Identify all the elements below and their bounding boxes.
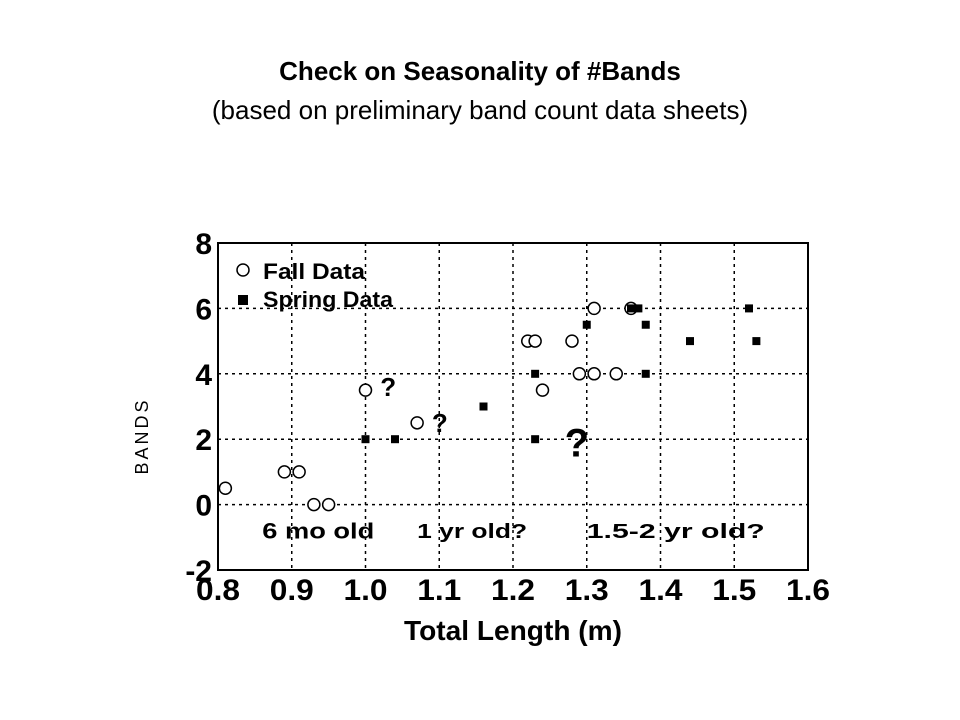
- spring-data-point: [752, 337, 761, 346]
- spring-data-point: [627, 304, 635, 313]
- fall-data-point: [535, 383, 550, 397]
- spring-data-point: [641, 369, 650, 378]
- annotation-label: 1 yr old?: [417, 521, 527, 543]
- spring-data-point: [391, 435, 399, 444]
- annotation-label: ?: [432, 408, 448, 438]
- spring-data-point: [641, 320, 650, 329]
- annotation-label: 6 mo old: [262, 518, 374, 543]
- fall-data-point: [358, 383, 373, 397]
- fall-data-point: [609, 367, 623, 381]
- y-tick-label: 6: [195, 293, 212, 326]
- x-tick-label: 0.8: [196, 574, 240, 607]
- x-tick-label: 1.1: [417, 574, 461, 607]
- y-tick-label: 4: [195, 359, 212, 392]
- annotation-label: ?: [380, 372, 396, 402]
- x-tick-label: 1.2: [491, 574, 535, 607]
- y-tick-label: 2: [195, 424, 212, 457]
- fall-data-point: [307, 497, 321, 512]
- x-tick-label: 1.3: [565, 574, 609, 607]
- fall-data-point: [587, 367, 601, 381]
- x-tick-label: 1.5: [712, 574, 756, 607]
- x-tick-label: 1.6: [786, 574, 830, 607]
- legend-spring-marker: [238, 295, 248, 305]
- spring-data-point: [479, 402, 488, 411]
- spring-data-point: [582, 320, 591, 329]
- spring-data-point: [686, 337, 694, 346]
- x-tick-label: 0.9: [270, 574, 314, 607]
- y-tick-label: -2: [185, 555, 212, 588]
- annotation-label: 1.5-2 yr old?: [587, 521, 765, 543]
- fall-data-point: [572, 367, 587, 381]
- y-tick-label: 0: [195, 490, 212, 523]
- spring-data-point: [531, 369, 540, 378]
- fall-data-point: [321, 497, 336, 512]
- fall-data-point: [528, 334, 542, 348]
- chart-subtitle: (based on preliminary band count data sh…: [211, 95, 749, 125]
- x-tick-label: 1.0: [344, 574, 388, 607]
- y-tick-label: 8: [195, 228, 212, 261]
- fall-data-point: [410, 416, 424, 430]
- spring-data-point: [361, 435, 370, 444]
- legend-fall-label: Fall Data: [263, 259, 366, 284]
- spring-data-point: [745, 304, 753, 313]
- chart-title: Check on Seasonality of #Bands: [279, 56, 681, 86]
- legend-spring-label: Spring Data: [263, 287, 394, 312]
- fall-data-point: [277, 465, 292, 479]
- x-tick-label: 1.4: [639, 574, 683, 607]
- fall-data-point: [292, 465, 306, 479]
- annotation-label: ?: [565, 421, 589, 465]
- y-axis-label: BANDS: [132, 397, 152, 474]
- fall-data-point: [587, 301, 601, 316]
- fall-data-point: [565, 334, 579, 348]
- spring-data-point: [634, 304, 643, 313]
- x-axis-label: Total Length (m): [404, 615, 622, 646]
- legend-fall-marker: [236, 263, 250, 277]
- spring-data-point: [531, 435, 540, 444]
- fall-data-point: [218, 481, 233, 495]
